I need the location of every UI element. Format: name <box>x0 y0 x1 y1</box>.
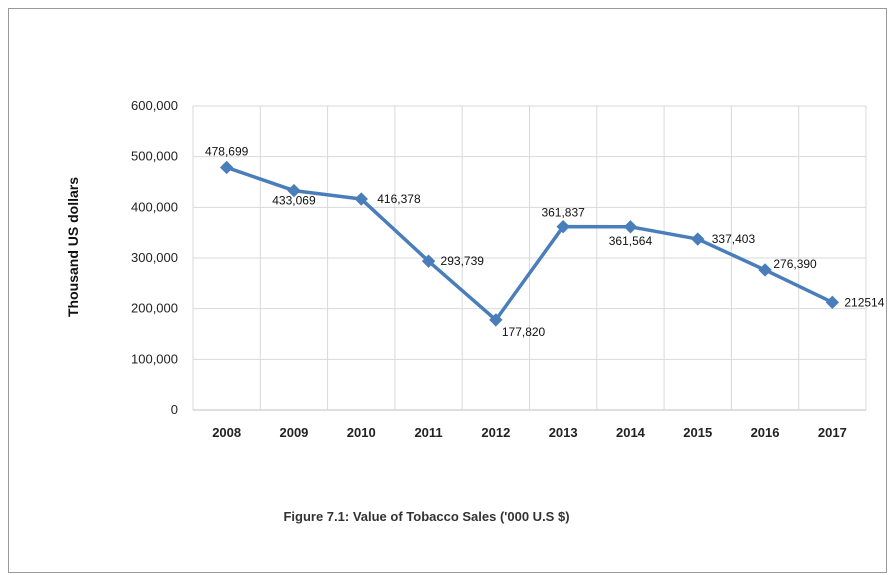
y-axis-ticks: 0 100,000 200,000 300,000 400,000 500,000 600,… <box>131 98 178 417</box>
y-tick-label: 0 <box>171 402 178 417</box>
series-line <box>226 165 834 322</box>
data-label: 478,699 <box>205 144 249 158</box>
data-point-marker <box>758 263 772 277</box>
data-label: 293,739 <box>441 254 485 268</box>
y-tick-label: 600,000 <box>131 98 178 113</box>
x-tick-label: 2009 <box>279 425 308 440</box>
y-tick-label: 200,000 <box>131 301 178 316</box>
data-point-marker <box>219 160 234 175</box>
data-label: 276,390 <box>773 257 817 271</box>
data-point-marker <box>354 192 368 206</box>
series-line-group <box>226 165 834 322</box>
data-label: 212514 <box>844 295 884 309</box>
x-tick-label: 2013 <box>549 425 578 440</box>
data-label: 361,564 <box>609 234 653 248</box>
x-tick-label: 2011 <box>414 425 442 440</box>
figure-caption-text: Figure 7.1: Value of Tobacco Sales ('000… <box>283 509 570 524</box>
x-axis-ticks: 2008 2009 2010 2011 2012 2013 2014 2015 2016 2017 <box>212 425 847 440</box>
chart-frame <box>8 8 887 573</box>
data-label: 361,837 <box>541 206 585 220</box>
data-label: 337,403 <box>712 232 756 246</box>
y-tick-label: 100,000 <box>131 351 178 366</box>
y-axis-label: Thousand US dollars <box>65 177 81 317</box>
x-tick-label: 2016 <box>751 425 780 440</box>
x-tick-label: 2012 <box>481 425 510 440</box>
y-tick-label: 300,000 <box>131 250 178 265</box>
data-point-marker <box>825 295 840 310</box>
data-point-marker <box>556 219 570 234</box>
x-tick-label: 2017 <box>818 425 847 440</box>
y-tick-label: 500,000 <box>131 149 178 164</box>
data-point-marker <box>623 220 638 234</box>
data-label: 416,378 <box>377 192 421 206</box>
data-point-marker <box>489 313 503 327</box>
data-point-marker <box>421 254 436 268</box>
x-tick-label: 2014 <box>616 425 646 440</box>
figure-caption: Figure 7.1: Value of Tobacco Sales ('000… <box>0 509 889 524</box>
data-label: 177,820 <box>502 325 546 339</box>
series-markers <box>219 160 840 327</box>
data-labels: 478,699 433,069 416,378 293,739 177,820 361,8… <box>205 144 885 338</box>
x-tick-label: 2015 <box>683 425 712 440</box>
data-label: 433,069 <box>272 194 316 208</box>
x-tick-label: 2008 <box>212 425 241 440</box>
gridlines <box>192 105 867 411</box>
data-point-marker <box>287 183 301 198</box>
y-tick-label: 400,000 <box>131 199 178 214</box>
x-tick-label: 2010 <box>347 425 376 440</box>
data-point-marker <box>691 232 705 246</box>
